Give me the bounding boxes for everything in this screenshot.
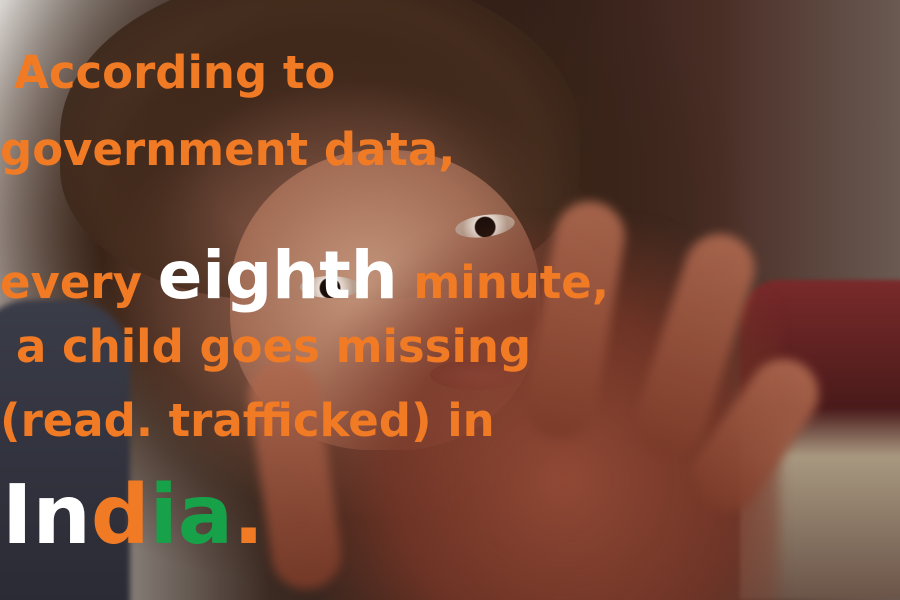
- country-name: India.: [2, 475, 264, 557]
- emphasis-word: eighth: [157, 237, 398, 314]
- country-part-orange: d: [90, 468, 150, 563]
- caption-line-4: a child goes missing: [16, 320, 532, 373]
- caption-line-3-start: every: [0, 256, 158, 309]
- caption-line-3-end: minute,: [397, 256, 609, 309]
- caption-line-2: government data,: [0, 123, 456, 176]
- caption-line-5: (read. trafficked) in: [0, 394, 495, 447]
- country-period: .: [233, 468, 265, 563]
- country-part-white: In: [2, 468, 91, 563]
- caption-line-3: every eighth minute,: [0, 243, 609, 309]
- blurred-arm: [0, 300, 130, 600]
- country-part-green: ia: [149, 468, 234, 563]
- caption-line-1: According to: [14, 46, 336, 99]
